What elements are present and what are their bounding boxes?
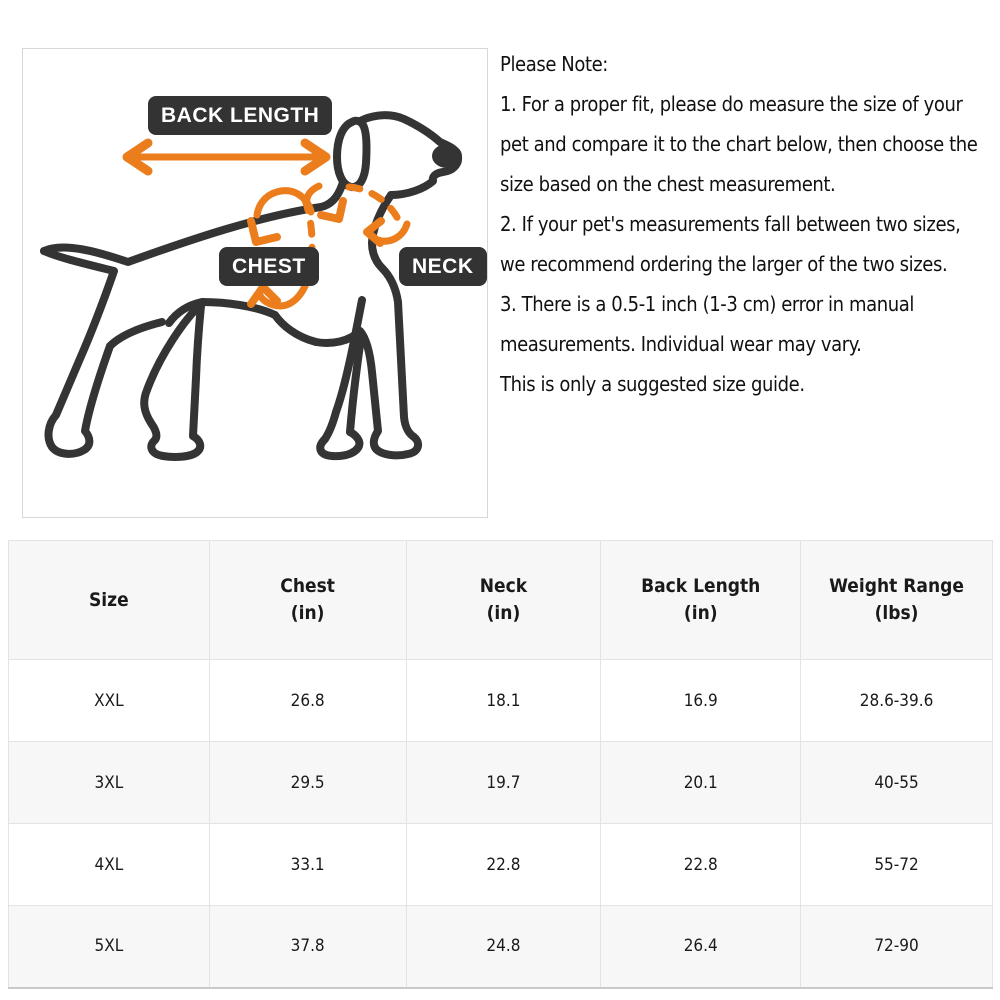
header-neck: Neck (in) — [405, 540, 602, 660]
cell-back-length: 20.1 — [600, 741, 802, 824]
table-row-5xl: 5XL 37.8 24.8 26.4 72-90 — [8, 905, 993, 988]
cell-size: XXL — [8, 659, 210, 742]
notes-block: Please Note: 1. For a proper fit, please… — [500, 44, 1000, 404]
neck-label: NECK — [399, 247, 487, 286]
dog-rear-outline — [40, 247, 166, 458]
note-item-4: This is only a suggested size guide. — [500, 372, 805, 396]
cell-weight: 40-55 — [800, 741, 993, 824]
dog-nose — [432, 144, 462, 168]
dog-belly-outline — [165, 298, 320, 346]
note-item-2: 2. If your pet's measurements fall betwe… — [500, 212, 961, 276]
header-weight-range-text: Weight Range — [829, 575, 964, 597]
header-size: Size — [8, 540, 210, 660]
cell-size: 4XL — [8, 823, 210, 906]
table-row-4xl: 4XL 33.1 22.8 22.8 55-72 — [8, 823, 993, 906]
header-back-length-text: Back Length — [641, 575, 761, 597]
dog-far-legs — [316, 296, 366, 461]
header-weight-range: Weight Range (lbs) — [800, 540, 993, 660]
cell-neck: 24.8 — [405, 905, 602, 988]
cell-neck: 22.8 — [405, 823, 602, 906]
cell-neck: 19.7 — [405, 741, 602, 824]
cell-size: 5XL — [8, 905, 210, 988]
dog-ear — [333, 116, 371, 191]
cell-neck: 18.1 — [405, 659, 602, 742]
size-chart-table: Size Chest (in) Neck (in) Back Length (i… — [8, 540, 993, 989]
neck-measure-mark — [303, 182, 411, 247]
header-weight-range-unit: (lbs) — [874, 602, 919, 624]
cell-weight: 28.6-39.6 — [800, 659, 993, 742]
cell-chest: 33.1 — [208, 823, 407, 906]
header-neck-unit: (in) — [486, 602, 521, 624]
cell-chest: 26.8 — [208, 659, 407, 742]
table-header-row: Size Chest (in) Neck (in) Back Length (i… — [8, 540, 993, 660]
table-row-xxl: XXL 26.8 18.1 16.9 28.6-39.6 — [8, 659, 993, 742]
header-size-text: Size — [89, 588, 129, 611]
table-row-3xl: 3XL 29.5 19.7 20.1 40-55 — [8, 741, 993, 824]
dog-near-rear-leg — [140, 299, 206, 461]
cell-back-length: 26.4 — [600, 905, 802, 988]
note-item-1: 1. For a proper fit, please do measure t… — [500, 92, 978, 196]
cell-size: 3XL — [8, 741, 210, 824]
header-chest-unit: (in) — [290, 602, 325, 624]
cell-chest: 37.8 — [208, 905, 407, 988]
back-length-label: BACK LENGTH — [148, 96, 333, 135]
header-neck-text: Neck — [479, 575, 528, 597]
header-back-length-unit: (in) — [683, 602, 718, 624]
cell-weight: 55-72 — [800, 823, 993, 906]
back-length-arrow — [122, 138, 331, 176]
chest-label: CHEST — [219, 247, 319, 286]
dog-measurement-illustration — [40, 111, 463, 461]
cell-back-length: 22.8 — [600, 823, 802, 906]
cell-chest: 29.5 — [208, 741, 407, 824]
header-chest: Chest (in) — [208, 540, 407, 660]
header-back-length: Back Length (in) — [600, 540, 802, 660]
cell-weight: 72-90 — [800, 905, 993, 988]
notes-title: Please Note: — [500, 52, 608, 76]
cell-back-length: 16.9 — [600, 659, 802, 742]
header-chest-text: Chest — [280, 575, 335, 597]
dog-front-leg-outline — [312, 191, 423, 460]
note-item-3: 3. There is a 0.5-1 inch (1-3 cm) error … — [500, 292, 914, 356]
